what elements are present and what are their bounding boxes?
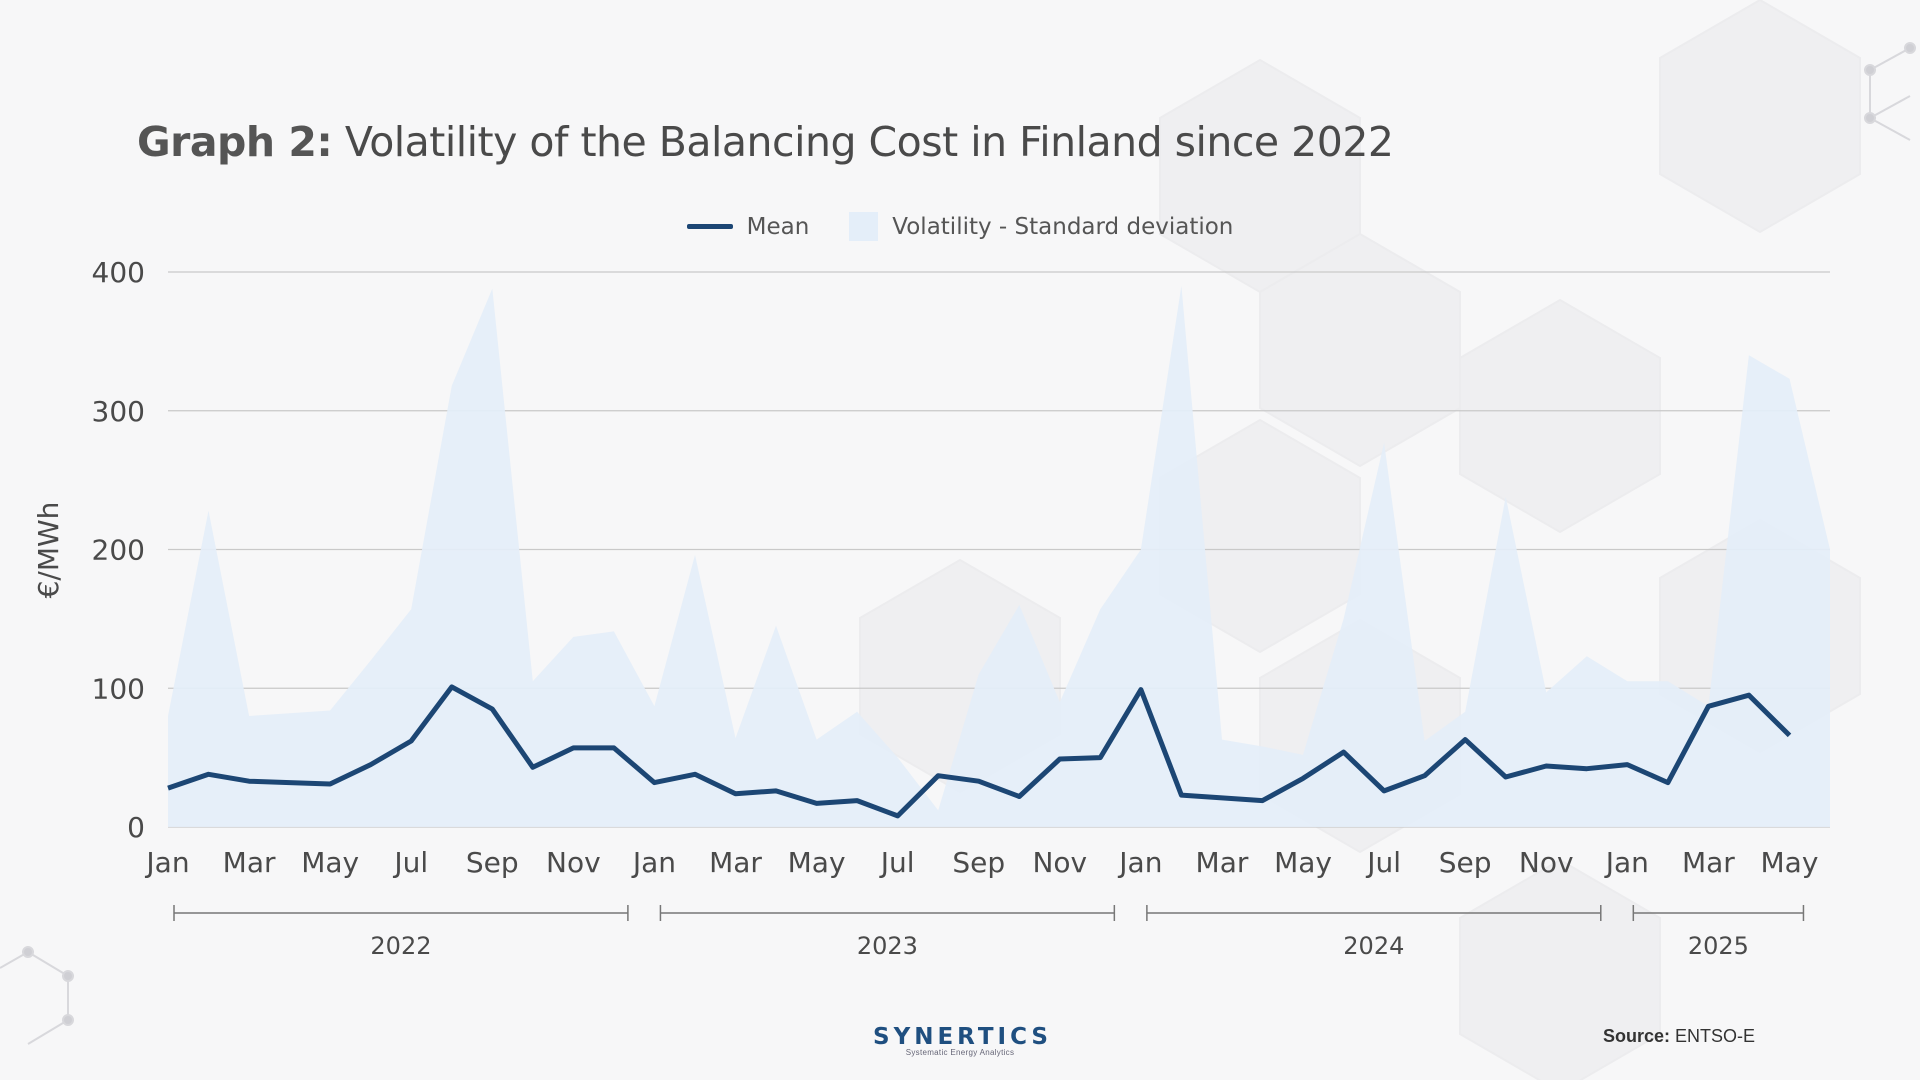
x-tick-label: Nov: [1032, 846, 1087, 879]
volatility-area: [168, 285, 1830, 827]
x-tick-label: Mar: [709, 846, 762, 879]
x-tick-label: Jul: [392, 846, 428, 879]
year-label: 2022: [370, 932, 431, 960]
chart-title: Graph 2: Volatility of the Balancing Cos…: [137, 118, 1394, 166]
legend-swatch-volatility: [849, 212, 879, 241]
x-tick-label: May: [1761, 846, 1819, 879]
y-tick-label: 300: [92, 395, 145, 428]
year-label: 2024: [1343, 932, 1404, 960]
y-tick-label: 0: [127, 811, 145, 844]
y-axis-ticks: 0 100 200 300 400: [92, 256, 145, 844]
x-tick-label: Jan: [631, 846, 676, 879]
x-tick-label: Sep: [1439, 846, 1492, 879]
legend-item-volatility[interactable]: Volatility - Standard deviation: [849, 212, 1233, 241]
chart-legend: Mean Volatility - Standard deviation: [0, 212, 1920, 241]
year-label: 2023: [857, 932, 918, 960]
x-tick-label: Mar: [1196, 846, 1249, 879]
x-tick-label: Nov: [1519, 846, 1574, 879]
logo-name: SYNERTICS: [873, 1024, 1052, 1050]
x-tick-label: Sep: [466, 846, 519, 879]
legend-label-volatility: Volatility - Standard deviation: [892, 213, 1234, 240]
chart-title-prefix: Graph 2:: [137, 118, 333, 166]
x-tick-label: Jan: [1117, 846, 1162, 879]
x-tick-label: Jan: [1604, 846, 1649, 879]
x-tick-label: Nov: [546, 846, 601, 879]
x-tick-label: May: [301, 846, 359, 879]
x-tick-label: Jul: [1365, 846, 1401, 879]
logo-tagline: Systematic Energy Analytics: [905, 1048, 1015, 1057]
y-tick-label: 400: [92, 256, 145, 289]
y-tick-label: 100: [92, 672, 145, 705]
y-axis-label: €/MWh: [32, 502, 65, 599]
x-tick-label: Jul: [879, 846, 915, 879]
x-tick-label: May: [788, 846, 846, 879]
x-tick-label: Mar: [223, 846, 276, 879]
year-bracket: 2023: [659, 905, 1116, 960]
year-brackets: 2022 2023 2024 2025: [173, 905, 1805, 960]
year-bracket: 2024: [1146, 905, 1602, 960]
x-axis-ticks: Jan Mar May Jul Sep Nov Jan Mar May Jul Sep Nov Jan M…: [144, 846, 1818, 879]
mean-line: [167, 684, 1792, 819]
x-tick-label: Jan: [144, 846, 189, 879]
year-label: 2025: [1688, 932, 1749, 960]
synertics-logo: SYNERTICS Systematic Energy Analytics: [873, 1024, 1052, 1057]
year-bracket: 2022: [173, 905, 629, 960]
chart-title-text: Volatility of the Balancing Cost in Finl…: [344, 118, 1394, 166]
x-tick-label: May: [1274, 846, 1332, 879]
source-note: Source: ENTSO-E: [1603, 1026, 1755, 1047]
legend-swatch-mean: [686, 224, 733, 229]
x-tick-label: Mar: [1682, 846, 1735, 879]
source-label: Source:: [1603, 1026, 1671, 1046]
source-value: ENTSO-E: [1675, 1026, 1756, 1046]
legend-item-mean[interactable]: Mean: [686, 212, 810, 241]
legend-label-mean: Mean: [746, 213, 810, 240]
y-tick-label: 200: [92, 534, 145, 567]
year-bracket: 2025: [1632, 905, 1805, 960]
x-tick-label: Sep: [952, 846, 1005, 879]
